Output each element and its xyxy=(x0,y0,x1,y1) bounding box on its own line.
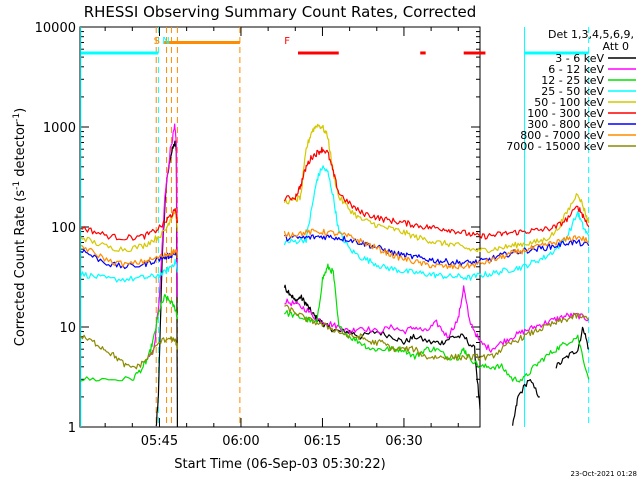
y-tick-label: 10000 xyxy=(35,21,76,36)
series-line-8 xyxy=(80,228,590,270)
legend-entry-label: 3 - 6 keV xyxy=(555,52,604,65)
series-line-9 xyxy=(80,304,589,370)
x-tick-label: 06:15 xyxy=(304,434,341,449)
series-line-4 xyxy=(80,165,590,283)
legend-entry-label: 25 - 50 keV xyxy=(541,85,604,98)
series-line-2 xyxy=(148,123,590,358)
legend-entry-label: 300 - 800 keV xyxy=(527,118,604,131)
y-axis-label-end: ) xyxy=(13,108,28,113)
series-line-1 xyxy=(155,140,590,428)
flag-label-n: N xyxy=(162,36,169,47)
legend-entry-label: 100 - 300 keV xyxy=(527,107,604,120)
y-tick-label: 1000 xyxy=(43,121,76,136)
legend-header-detectors: Det 1,3,4,5,6,9, xyxy=(548,28,634,41)
series-line-6 xyxy=(80,146,590,241)
plot-area: 05:45 06:00 06:15 06:30 1 10 100 1000 10000 S N F xyxy=(35,21,590,449)
legend-entry-label: 50 - 100 keV xyxy=(534,96,604,109)
y-axis-label-exp1: -1 xyxy=(12,181,22,190)
legend-entry-label: 6 - 12 keV xyxy=(548,63,604,76)
chart-title: RHESSI Observing Summary Count Rates, Co… xyxy=(84,3,477,21)
x-tick-label: 06:00 xyxy=(222,434,259,449)
legend-entry-label: 7000 - 15000 keV xyxy=(506,140,604,153)
x-tick-label: 06:30 xyxy=(385,434,422,449)
flag-label-f: F xyxy=(284,36,290,47)
y-tick-label: 10 xyxy=(59,321,76,336)
y-axis-label-exp2: -1 xyxy=(12,113,22,122)
y-axis-label-mid: detector xyxy=(13,121,28,181)
legend-entry-label: 12 - 25 keV xyxy=(541,74,604,87)
y-axis-label-main: Corrected Count Rate (s xyxy=(13,190,28,347)
x-axis-label: Start Time (06-Sep-03 05:30:22) xyxy=(174,457,385,472)
generation-timestamp: 23-Oct-2021 01:28 xyxy=(571,470,637,478)
series-line-3 xyxy=(80,263,590,383)
flag-label-s: S xyxy=(154,36,160,47)
x-tick-label: 05:45 xyxy=(141,434,178,449)
legend-entry-label: 800 - 7000 keV xyxy=(520,129,604,142)
y-tick-label: 100 xyxy=(51,221,76,236)
y-axis-label: Corrected Count Rate (s-1 detector-1) xyxy=(12,108,28,346)
y-tick-label: 1 xyxy=(68,421,76,436)
legend-header-attenuator: Att 0 xyxy=(603,40,629,53)
